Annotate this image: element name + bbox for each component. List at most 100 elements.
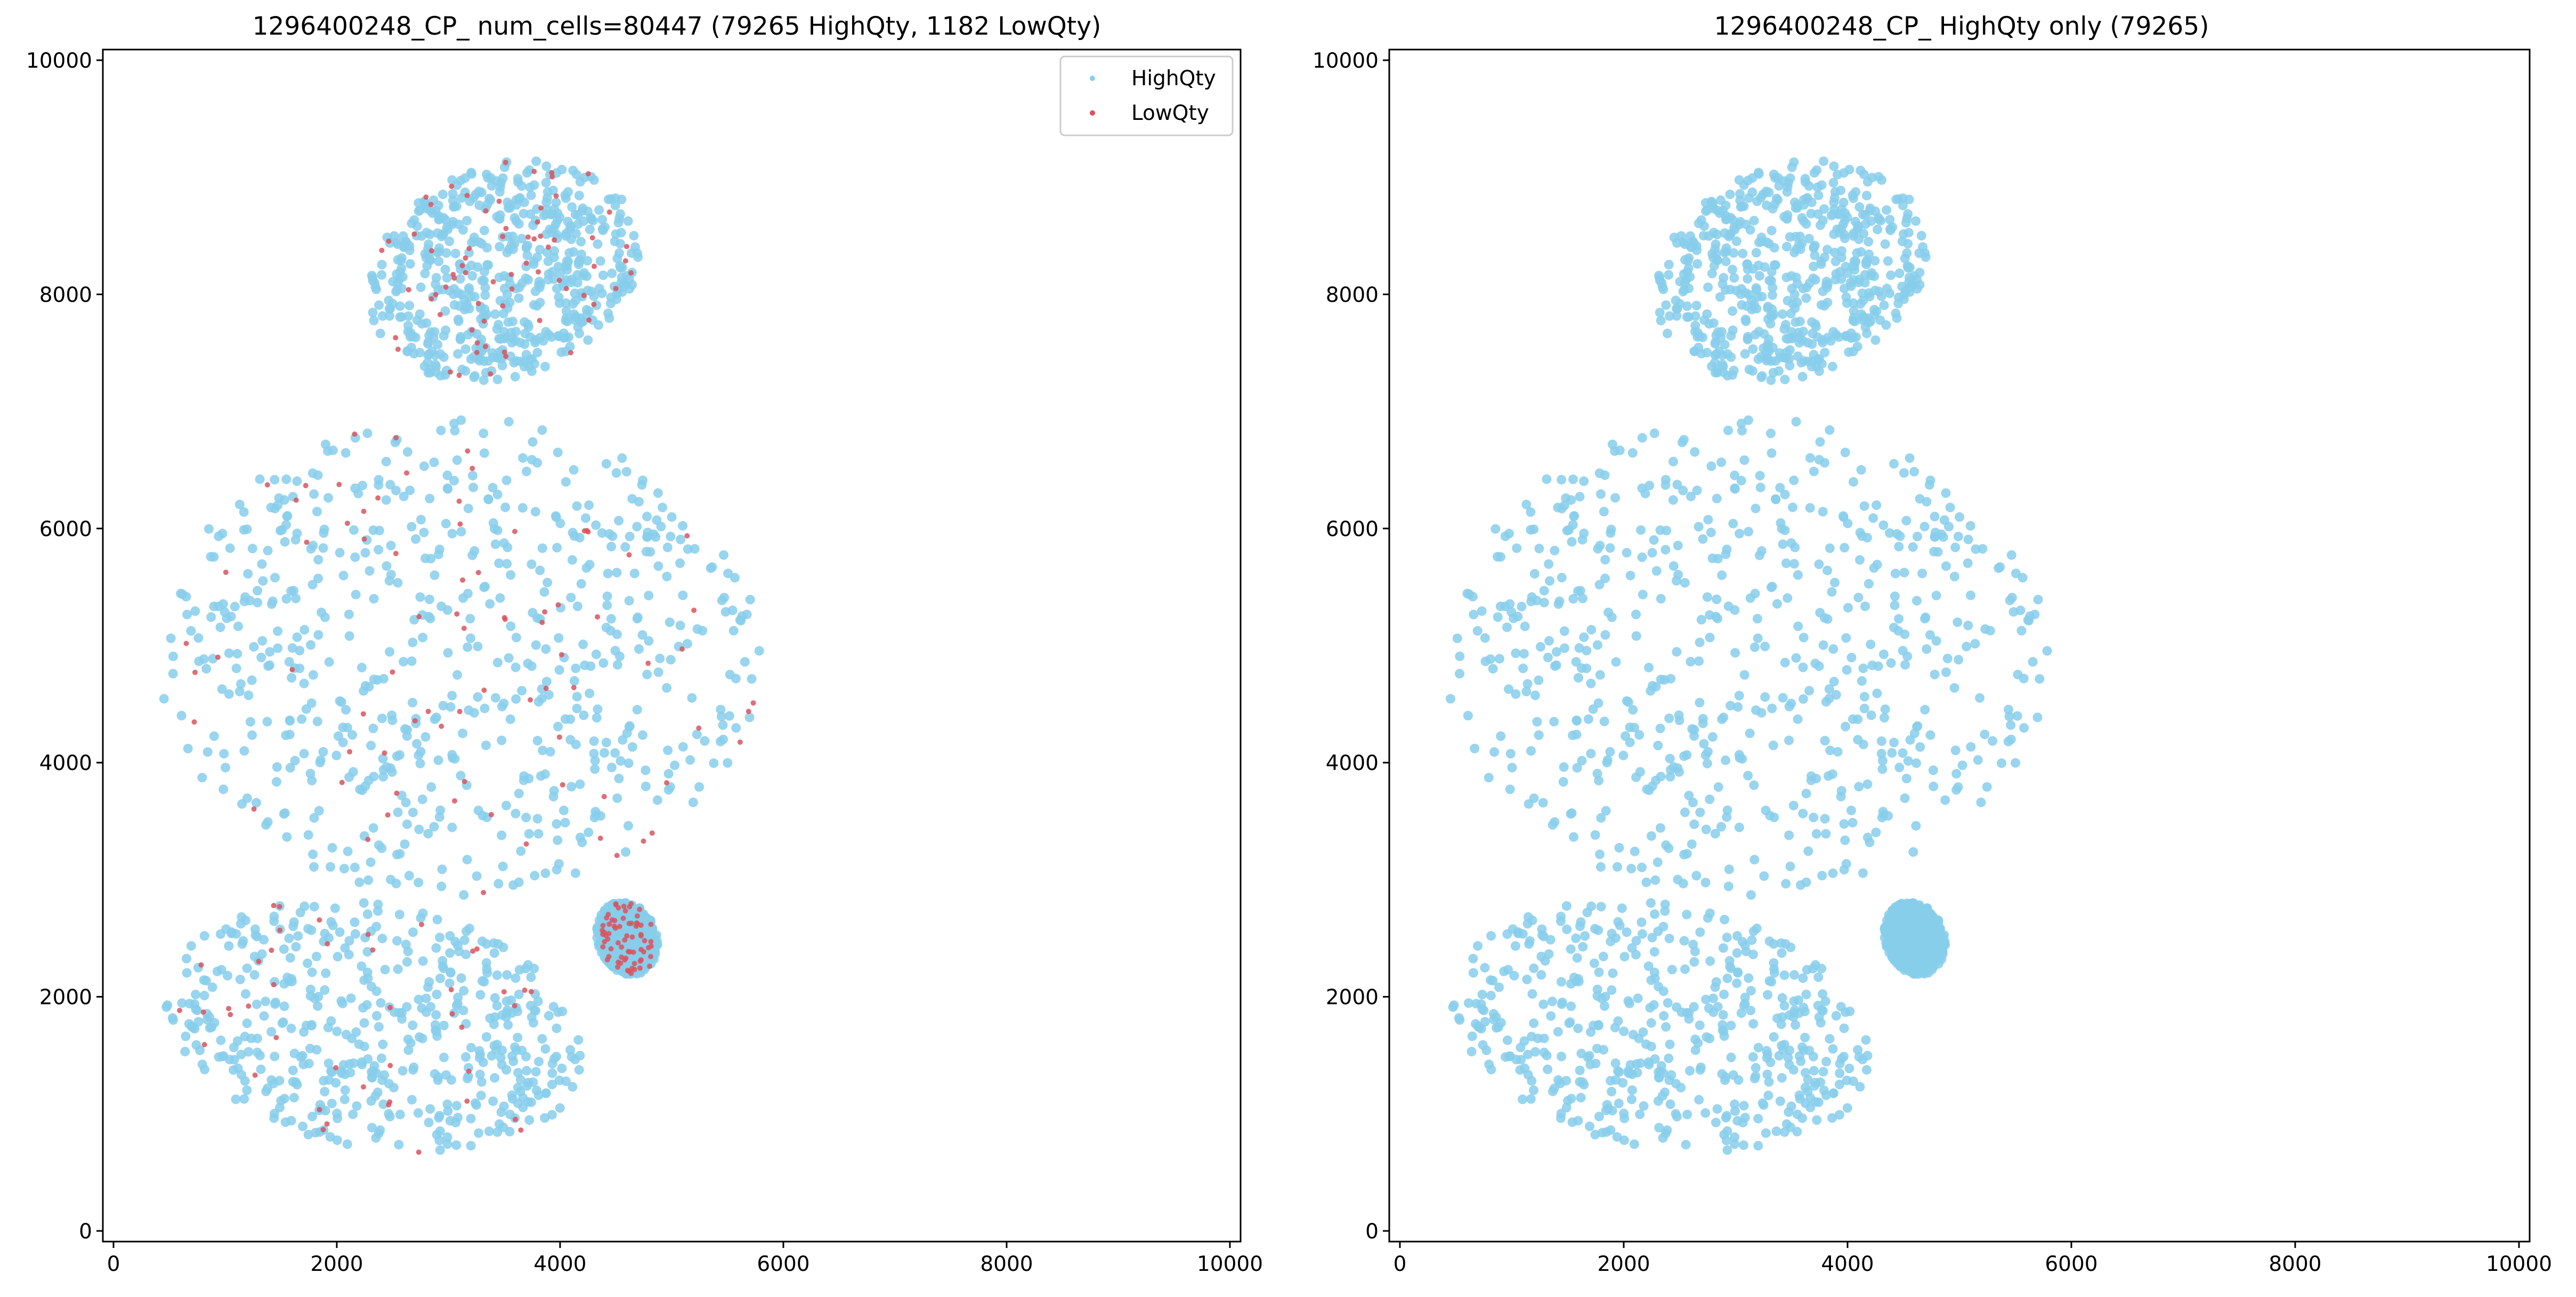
highqty-point bbox=[533, 1090, 544, 1100]
highqty-point bbox=[1627, 448, 1638, 458]
highqty-point bbox=[492, 1040, 502, 1050]
highqty-point bbox=[1837, 246, 1846, 256]
highqty-point bbox=[239, 507, 249, 517]
highqty-point bbox=[623, 216, 633, 226]
highqty-point bbox=[199, 654, 209, 664]
highqty-point bbox=[625, 531, 635, 541]
highqty-point bbox=[466, 633, 476, 643]
highqty-point bbox=[554, 665, 564, 675]
highqty-point bbox=[522, 1066, 532, 1076]
highqty-point bbox=[1586, 901, 1597, 911]
highqty-point bbox=[463, 504, 473, 514]
highqty-point bbox=[1842, 1103, 1852, 1113]
highqty-point bbox=[1596, 902, 1606, 912]
highqty-point bbox=[1708, 993, 1718, 1003]
highqty-point bbox=[532, 301, 542, 311]
highqty-point bbox=[1836, 185, 1845, 196]
highqty-point bbox=[475, 1069, 485, 1080]
highqty-point bbox=[1575, 1065, 1585, 1075]
highqty-point bbox=[567, 555, 577, 565]
highqty-point bbox=[444, 978, 455, 988]
highqty-point bbox=[553, 215, 562, 225]
highqty-point bbox=[461, 1052, 471, 1062]
highqty-point bbox=[1595, 670, 1605, 680]
highqty-point bbox=[678, 590, 688, 601]
highqty-point bbox=[163, 1000, 173, 1010]
highqty-point bbox=[1864, 249, 1874, 260]
highqty-point bbox=[1649, 535, 1659, 545]
highqty-point bbox=[1786, 942, 1796, 952]
highqty-point bbox=[433, 1075, 443, 1085]
highqty-point bbox=[1521, 686, 1532, 696]
highqty-point bbox=[1828, 1088, 1838, 1098]
highqty-point bbox=[166, 633, 176, 643]
highqty-point bbox=[459, 986, 469, 996]
highqty-point bbox=[1890, 591, 1900, 601]
highqty-point bbox=[229, 1042, 239, 1052]
highqty-point bbox=[1600, 555, 1610, 565]
highqty-point bbox=[1930, 669, 1940, 679]
highqty-point bbox=[230, 602, 240, 612]
highqty-point bbox=[569, 309, 579, 319]
highqty-point bbox=[1886, 270, 1896, 280]
highqty-point bbox=[1538, 798, 1548, 808]
highqty-point bbox=[269, 916, 279, 926]
highqty-point bbox=[569, 531, 579, 541]
highqty-point bbox=[1775, 1096, 1785, 1106]
lowqty-point bbox=[466, 1068, 472, 1074]
highqty-point bbox=[306, 1020, 317, 1031]
lowqty-point bbox=[336, 482, 342, 488]
highqty-point bbox=[1828, 1044, 1838, 1054]
highqty-point bbox=[706, 563, 716, 573]
lowqty-point bbox=[433, 291, 439, 297]
highqty-point bbox=[312, 716, 322, 726]
highqty-point bbox=[368, 823, 378, 833]
highqty-point bbox=[1798, 662, 1808, 672]
highqty-point bbox=[438, 230, 448, 240]
highqty-point bbox=[1501, 1052, 1511, 1062]
highqty-point bbox=[1719, 990, 1729, 1000]
highqty-point bbox=[1660, 480, 1671, 490]
highqty-point bbox=[1694, 218, 1704, 229]
highqty-point bbox=[295, 645, 305, 655]
highqty-point bbox=[621, 847, 631, 857]
highqty-point bbox=[571, 169, 581, 180]
lowqty-point bbox=[475, 570, 481, 575]
highqty-point bbox=[1844, 1064, 1854, 1073]
highqty-point bbox=[1659, 675, 1670, 685]
highqty-point bbox=[313, 555, 323, 565]
highqty-point bbox=[1628, 705, 1638, 715]
highqty-point bbox=[176, 588, 186, 598]
highqty-point bbox=[1820, 814, 1830, 824]
lowqty-point bbox=[177, 1008, 182, 1014]
highqty-point bbox=[284, 933, 294, 943]
lowqty-point bbox=[463, 255, 468, 261]
highqty-point bbox=[1811, 829, 1821, 839]
highqty-point bbox=[503, 197, 513, 207]
highqty-point bbox=[1692, 259, 1703, 269]
highqty-point bbox=[385, 763, 395, 773]
highqty-point bbox=[1673, 763, 1683, 773]
lowqty-point bbox=[469, 466, 475, 471]
highqty-point bbox=[561, 315, 571, 326]
highqty-point bbox=[1744, 526, 1754, 537]
highqty-point bbox=[287, 673, 297, 683]
highqty-point bbox=[1613, 1066, 1623, 1076]
highqty-point bbox=[1671, 295, 1681, 305]
highqty-point bbox=[424, 330, 434, 341]
highqty-point bbox=[1485, 654, 1495, 664]
highqty-point bbox=[552, 819, 562, 829]
highqty-point bbox=[410, 333, 420, 343]
highqty-point bbox=[1723, 881, 1733, 891]
highqty-point bbox=[424, 1117, 434, 1128]
highqty-point bbox=[1767, 582, 1776, 593]
highqty-point bbox=[326, 1016, 336, 1026]
highqty-point bbox=[1613, 917, 1623, 927]
highqty-point bbox=[1790, 542, 1800, 553]
highqty-point bbox=[385, 1112, 395, 1122]
highqty-point bbox=[436, 881, 447, 891]
highqty-point bbox=[339, 1095, 350, 1105]
highqty-point bbox=[554, 859, 564, 869]
highqty-point bbox=[398, 272, 408, 282]
lowqty-point bbox=[483, 344, 489, 350]
